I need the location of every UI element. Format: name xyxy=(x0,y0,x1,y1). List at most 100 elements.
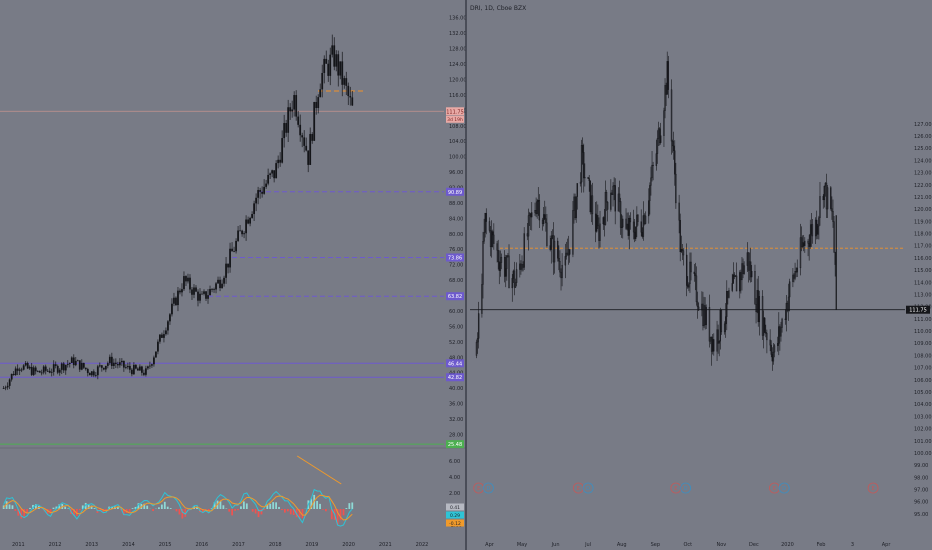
right-candle-body xyxy=(693,271,695,274)
left-candle-body xyxy=(221,283,223,289)
left-macd-histogram-bar xyxy=(219,501,222,509)
left-candle-body xyxy=(48,370,51,373)
left-macd-histogram-bar xyxy=(266,504,269,509)
right-y-tick-label: 102.00 xyxy=(914,427,932,433)
right-y-tick-label: 122.00 xyxy=(914,183,932,189)
right-y-tick-label: 103.00 xyxy=(914,414,932,420)
left-indicator-tick-label: 2.00 xyxy=(449,491,460,497)
right-y-tick-label: 114.00 xyxy=(914,280,932,286)
event-marker-label: E xyxy=(577,486,580,492)
right-y-tick-label: 125.00 xyxy=(914,146,932,152)
left-indicator-tag-bg xyxy=(446,503,464,511)
left-price-tag-bg xyxy=(446,107,464,116)
left-macd-histogram-bar xyxy=(181,509,184,519)
left-y-tick-label: 100.00 xyxy=(449,155,467,161)
left-y-tick-label: 132.00 xyxy=(449,31,467,37)
right-candle-body xyxy=(650,177,652,186)
left-candle-body xyxy=(303,137,306,146)
right-y-tick-label: 98.00 xyxy=(914,475,928,481)
right-candle-body xyxy=(637,214,639,222)
right-candle-body xyxy=(733,274,736,277)
left-macd-histogram-bar xyxy=(204,509,207,510)
left-macd-histogram-bar xyxy=(263,509,266,511)
left-candle-body xyxy=(229,248,231,268)
left-candle-body xyxy=(4,387,7,389)
left-chart-panel[interactable]: 136.00132.00128.00124.00120.00116.00112.… xyxy=(0,16,467,548)
left-candle-body xyxy=(271,170,274,174)
right-candle-body xyxy=(770,344,772,355)
left-y-tick-label: 52.00 xyxy=(449,340,463,346)
right-candle-body xyxy=(503,257,506,277)
left-macd-histogram-bar xyxy=(134,506,137,509)
left-price-tag-bg xyxy=(446,440,464,449)
event-marker-label: D xyxy=(586,486,590,492)
right-candle-body xyxy=(557,240,559,259)
right-candle-body xyxy=(780,327,782,337)
left-candle-body xyxy=(197,291,199,301)
left-x-tick-label: 2019 xyxy=(306,542,319,548)
left-macd-histogram-bar xyxy=(152,509,154,512)
left-price-tag-label: 46.44 xyxy=(448,361,462,367)
event-marker-label: E xyxy=(871,486,874,492)
right-y-tick-label: 123.00 xyxy=(914,171,932,177)
right-candle-body xyxy=(482,241,484,285)
right-x-tick-label: Dec xyxy=(749,542,759,548)
right-candle-body xyxy=(777,343,779,346)
left-macd-histogram-bar xyxy=(322,509,324,510)
left-macd-histogram-bar xyxy=(87,504,90,509)
left-price-tag-label: 73.86 xyxy=(448,255,462,261)
left-macd-histogram-bar xyxy=(122,509,125,516)
left-macd-histogram-bar xyxy=(325,509,327,512)
right-y-axis[interactable]: 127.00 126.00 125.00 124.00 123.00 122.00 121.… xyxy=(914,122,932,518)
symbol-legend[interactable]: DRI, 1D, Cboe BZX xyxy=(470,5,526,12)
right-x-axis[interactable]: Apr May Jun Jul Aug Sep Oct Nov Dec 2020 Feb 3 Apr xyxy=(485,542,891,548)
right-candle-body xyxy=(725,316,727,325)
right-x-tick-label: 2020 xyxy=(781,542,794,548)
right-candle-body xyxy=(538,200,541,221)
left-candle-body xyxy=(343,78,346,85)
left-x-axis[interactable]: 2011 2012 2013 2014 2015 2016 2017 2018 2019 2020… xyxy=(12,542,428,548)
left-candle-body xyxy=(145,368,147,375)
left-y-tick-label: 56.00 xyxy=(449,324,463,330)
left-macd-histogram-bar xyxy=(275,502,278,509)
left-candle-body xyxy=(64,364,67,371)
right-candle-body xyxy=(769,339,771,346)
left-candle-body xyxy=(315,101,318,108)
right-candle-body xyxy=(558,258,560,262)
left-candle-body xyxy=(321,72,324,90)
left-candle-body xyxy=(74,360,77,366)
left-candle-body xyxy=(6,385,9,388)
right-candle-body xyxy=(686,254,688,286)
event-marker-label: E xyxy=(477,486,480,492)
right-candle-body xyxy=(508,255,510,289)
right-candle-body xyxy=(618,193,621,202)
left-candle-body xyxy=(199,293,201,301)
left-macd-histogram-bar xyxy=(14,509,17,511)
right-x-tick-label: Jul xyxy=(584,542,591,548)
left-macd-histogram-bar xyxy=(222,505,225,509)
left-candle-body xyxy=(159,334,161,342)
left-candle-body xyxy=(12,373,15,376)
right-candle-body xyxy=(513,270,516,288)
left-candle-body xyxy=(124,367,127,368)
left-candle-body xyxy=(273,170,276,179)
left-candle-body xyxy=(163,334,165,338)
left-candle-body xyxy=(132,364,135,375)
left-candle-body xyxy=(161,334,163,338)
left-macd-histogram-bar xyxy=(283,509,286,513)
left-candle-body xyxy=(22,365,25,370)
right-candle-body xyxy=(819,196,821,218)
right-candle-body xyxy=(553,240,556,263)
right-candle-body xyxy=(620,226,623,228)
left-macd-histogram-bar xyxy=(351,502,354,509)
right-price-tags: 111.75 xyxy=(906,305,930,314)
right-candle-body xyxy=(818,217,820,227)
left-macd-histogram-bar xyxy=(272,502,275,509)
right-x-tick-label: Feb xyxy=(817,542,826,548)
right-candle-body xyxy=(766,333,768,341)
left-macd-histogram-bar xyxy=(64,506,67,509)
left-price-tag-label: 25.48 xyxy=(448,442,462,448)
left-price-tag-label: 63.82 xyxy=(448,294,462,300)
